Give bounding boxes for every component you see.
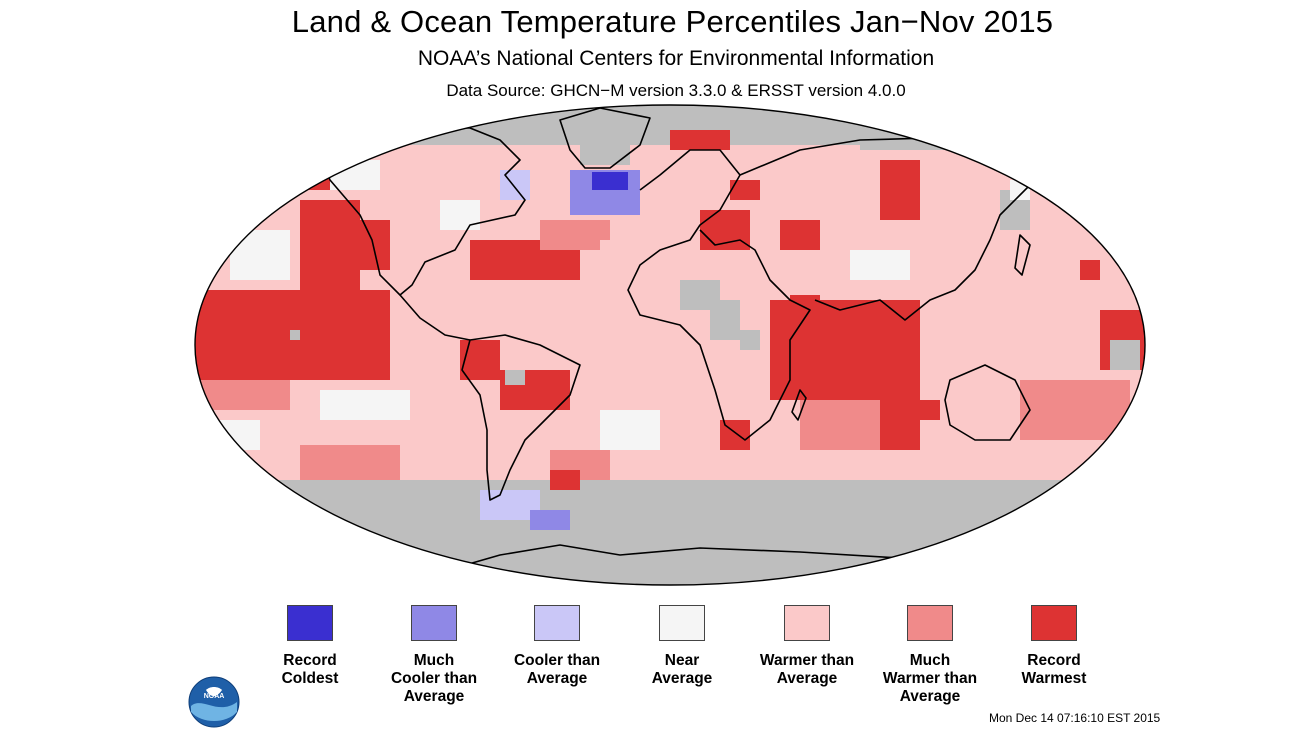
percentile-cell	[850, 250, 910, 280]
legend-item-warmer: Warmer than Average	[747, 605, 867, 688]
percentile-cell	[880, 160, 920, 220]
percentile-cell	[700, 210, 750, 250]
percentile-cell	[670, 130, 730, 150]
percentile-cell	[330, 160, 380, 190]
percentile-cell	[230, 230, 290, 280]
percentile-cell	[600, 410, 660, 450]
percentile-cell	[600, 240, 640, 280]
legend-swatch-near-average	[659, 605, 705, 641]
percentile-cell	[550, 470, 580, 490]
europe-africa-coast	[627, 149, 811, 441]
legend-item-much-warmer: Much Warmer than Average	[870, 605, 990, 706]
legend-label-near-average: Near Average	[651, 652, 713, 687]
world-temperature-map	[194, 104, 1146, 586]
legend-swatch-much-warmer	[907, 605, 953, 641]
percentile-cell	[1040, 220, 1130, 260]
percentile-cell	[980, 150, 1020, 170]
percentile-cell	[540, 220, 610, 250]
percentile-cell	[195, 480, 1145, 585]
legend-swatch-record-coldest	[287, 605, 333, 641]
percentile-cell	[360, 220, 390, 270]
madagascar-coast	[791, 389, 807, 421]
australia-coast	[944, 364, 1031, 441]
map-subtitle: NOAA’s National Centers for Environmenta…	[417, 47, 935, 70]
percentile-cell	[240, 450, 300, 480]
legend-item-record-coldest: Record Coldest	[250, 605, 370, 688]
legend-label-warmer: Warmer than Average	[759, 652, 855, 687]
percentile-cell	[600, 280, 640, 360]
percentile-cell	[580, 140, 630, 165]
data-source-line: Data Source: GHCN−M version 3.3.0 & ERSS…	[446, 81, 906, 100]
percentile-cell	[940, 250, 980, 310]
percentile-cell	[730, 180, 760, 200]
percentile-cell	[400, 180, 440, 210]
central-america-coast	[399, 294, 471, 341]
legend-swatch-record-warmest	[1031, 605, 1077, 641]
japan-coast	[1014, 234, 1031, 276]
legend-swatch-much-cooler	[411, 605, 457, 641]
percentile-cell	[710, 300, 740, 340]
percentile-cell	[440, 200, 480, 230]
legend-item-cooler: Cooler than Average	[497, 605, 617, 688]
percentile-cell	[200, 380, 290, 410]
asia-coast	[739, 137, 1041, 321]
greenland-coast	[559, 107, 651, 169]
percentile-cell	[520, 300, 600, 340]
percentile-cell	[1000, 300, 1100, 380]
generated-timestamp: Mon Dec 14 07:16:10 EST 2015	[989, 711, 1161, 725]
noaa-wave-icon	[191, 702, 237, 721]
south-america-coast	[461, 334, 581, 501]
percentile-cell	[530, 510, 570, 530]
legend-swatch-cooler	[534, 605, 580, 641]
noaa-bird-icon	[206, 687, 222, 697]
map-title: Land & Ocean Temperature Percentiles Jan…	[291, 4, 1054, 39]
percentile-cell	[250, 485, 280, 505]
percentile-cell	[1110, 340, 1140, 370]
legend-label-much-warmer: Much Warmer than Average	[882, 652, 978, 705]
percentile-cell	[592, 172, 628, 190]
percentile-cell	[1020, 380, 1130, 440]
percentile-cell	[290, 330, 300, 340]
legend-label-record-warmest: Record Warmest	[1021, 652, 1087, 687]
percentile-cell	[300, 200, 360, 290]
percentile-cell	[920, 420, 970, 460]
percentile-cell	[780, 220, 820, 250]
percentile-cell	[320, 390, 410, 420]
noaa-logo-text: NOAA	[204, 693, 225, 700]
map-outline	[194, 104, 1146, 586]
percentile-cell	[460, 340, 500, 380]
percentile-cell	[800, 400, 880, 450]
percentile-cell	[200, 180, 260, 220]
legend-swatch-warmer	[784, 605, 830, 641]
legend-item-record-warmest: Record Warmest	[994, 605, 1114, 688]
percentile-cell	[300, 445, 400, 480]
percentile-cell	[770, 300, 920, 400]
noaa-logo: NOAA	[188, 676, 240, 728]
legend-label-much-cooler: Much Cooler than Average	[390, 652, 478, 705]
percentile-cell	[505, 370, 525, 385]
legend-item-near-average: Near Average	[622, 605, 742, 688]
legend-label-record-coldest: Record Coldest	[281, 652, 339, 687]
legend-label-cooler: Cooler than Average	[513, 652, 601, 687]
legend-item-much-cooler: Much Cooler than Average	[374, 605, 494, 706]
coastlines	[317, 107, 1081, 581]
percentile-cell	[700, 350, 760, 410]
percentile-cell	[1080, 260, 1100, 280]
